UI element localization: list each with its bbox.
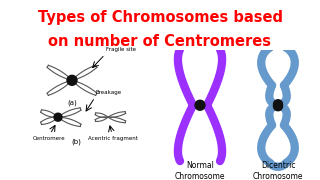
Circle shape [67, 75, 77, 85]
Text: Fragile site: Fragile site [106, 47, 136, 52]
Text: (b): (b) [71, 139, 81, 145]
Text: Centromere: Centromere [33, 136, 65, 141]
Circle shape [274, 102, 283, 111]
Text: Types of Chromosomes based: Types of Chromosomes based [37, 10, 283, 25]
Text: Dicentric
Chromosome: Dicentric Chromosome [253, 161, 303, 180]
Circle shape [274, 100, 283, 109]
Text: on number of Centromeres: on number of Centromeres [49, 34, 271, 49]
Text: (a): (a) [67, 100, 77, 107]
Circle shape [195, 100, 205, 110]
Text: Acentric fragment: Acentric fragment [88, 136, 138, 141]
Text: Breakage: Breakage [96, 90, 122, 95]
Circle shape [54, 113, 62, 121]
Text: Normal
Chromosome: Normal Chromosome [175, 161, 225, 180]
